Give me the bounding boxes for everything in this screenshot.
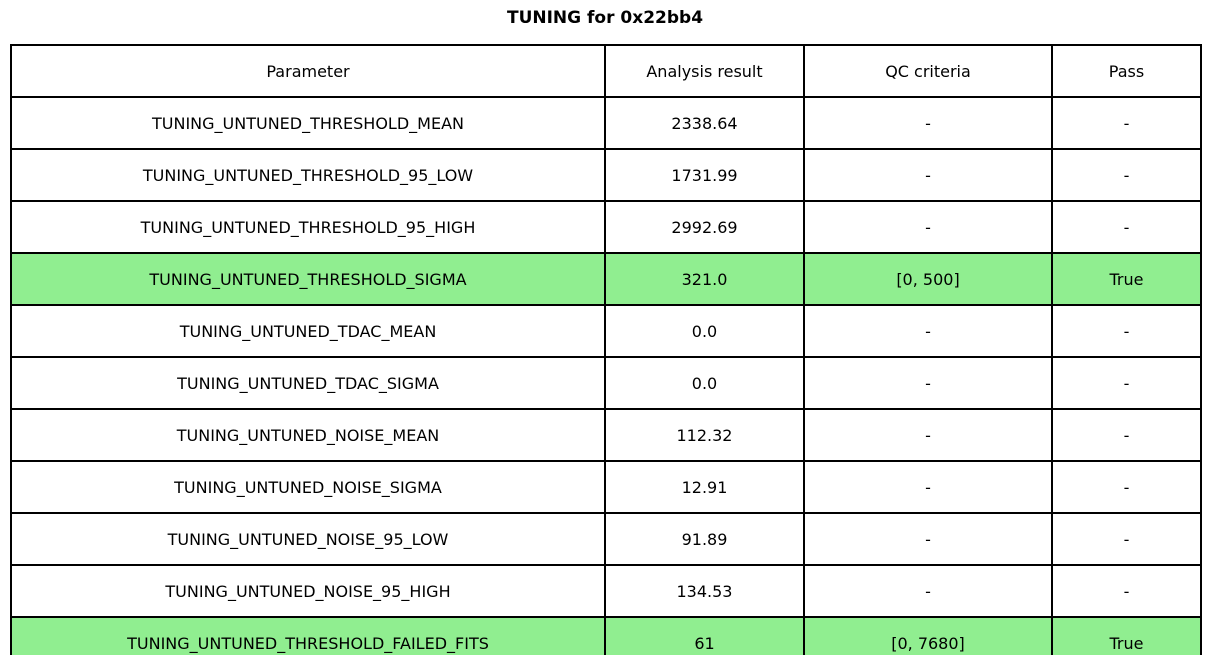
cell-qc-criteria: - bbox=[803, 512, 1053, 566]
cell-analysis-result: 12.91 bbox=[604, 460, 805, 514]
cell-parameter: TUNING_UNTUNED_TDAC_SIGMA bbox=[10, 356, 606, 410]
cell-pass: - bbox=[1051, 200, 1202, 254]
cell-parameter: TUNING_UNTUNED_NOISE_95_HIGH bbox=[10, 564, 606, 618]
cell-qc-criteria: - bbox=[803, 564, 1053, 618]
table-row: TUNING_UNTUNED_THRESHOLD_95_LOW 1731.99- - bbox=[10, 148, 1202, 202]
cell-parameter: TUNING_UNTUNED_THRESHOLD_95_LOW bbox=[10, 148, 606, 202]
cell-pass: - bbox=[1051, 564, 1202, 618]
cell-analysis-result: 0.0 bbox=[604, 304, 805, 358]
cell-analysis-result: 134.53 bbox=[604, 564, 805, 618]
cell-analysis-result: 321.0 bbox=[604, 252, 805, 306]
cell-pass: True bbox=[1051, 616, 1202, 655]
table-row: TUNING_UNTUNED_THRESHOLD_95_HIGH 2992.69-… bbox=[10, 200, 1202, 254]
table-row: TUNING_UNTUNED_THRESHOLD_MEAN 2338.64- - bbox=[10, 96, 1202, 150]
col-header-analysis-result: Analysis result bbox=[604, 44, 805, 98]
cell-pass: - bbox=[1051, 148, 1202, 202]
col-header-parameter: Parameter bbox=[10, 44, 606, 98]
table-row: TUNING_UNTUNED_TDAC_SIGMA 0.0- - bbox=[10, 356, 1202, 410]
cell-qc-criteria: - bbox=[803, 408, 1053, 462]
cell-parameter: TUNING_UNTUNED_THRESHOLD_SIGMA bbox=[10, 252, 606, 306]
col-header-pass: Pass bbox=[1051, 44, 1202, 98]
cell-qc-criteria: - bbox=[803, 200, 1053, 254]
cell-analysis-result: 2992.69 bbox=[604, 200, 805, 254]
cell-pass: - bbox=[1051, 460, 1202, 514]
table-row: TUNING_UNTUNED_THRESHOLD_SIGMA 321.0 [0, 5… bbox=[10, 252, 1202, 306]
cell-qc-criteria: [0, 500] bbox=[803, 252, 1053, 306]
cell-qc-criteria: - bbox=[803, 460, 1053, 514]
table-row: TUNING_UNTUNED_NOISE_MEAN 112.32- - bbox=[10, 408, 1202, 462]
table-row: TUNING_UNTUNED_TDAC_MEAN 0.0- - bbox=[10, 304, 1202, 358]
table-row: TUNING_UNTUNED_NOISE_95_HIGH 134.53- - bbox=[10, 564, 1202, 618]
table-header-row: Parameter Analysis result QC criteria Pa… bbox=[10, 44, 1202, 98]
cell-qc-criteria: [0, 7680] bbox=[803, 616, 1053, 655]
cell-pass: - bbox=[1051, 304, 1202, 358]
cell-analysis-result: 1731.99 bbox=[604, 148, 805, 202]
cell-parameter: TUNING_UNTUNED_NOISE_95_LOW bbox=[10, 512, 606, 566]
table-body: TUNING_UNTUNED_THRESHOLD_MEAN 2338.64- - TU… bbox=[10, 96, 1202, 655]
table-row: TUNING_UNTUNED_THRESHOLD_FAILED_FITS 61 [0… bbox=[10, 616, 1202, 655]
cell-pass: - bbox=[1051, 408, 1202, 462]
table-row: TUNING_UNTUNED_NOISE_SIGMA 12.91- - bbox=[10, 460, 1202, 514]
page-title: TUNING for 0x22bb4 bbox=[506, 8, 704, 28]
cell-qc-criteria: - bbox=[803, 356, 1053, 410]
cell-parameter: TUNING_UNTUNED_THRESHOLD_MEAN bbox=[10, 96, 606, 150]
cell-qc-criteria: - bbox=[803, 96, 1053, 150]
cell-parameter: TUNING_UNTUNED_NOISE_SIGMA bbox=[10, 460, 606, 514]
cell-pass: - bbox=[1051, 512, 1202, 566]
cell-analysis-result: 91.89 bbox=[604, 512, 805, 566]
cell-parameter: TUNING_UNTUNED_TDAC_MEAN bbox=[10, 304, 606, 358]
col-header-qc-criteria: QC criteria bbox=[803, 44, 1053, 98]
cell-analysis-result: 112.32 bbox=[604, 408, 805, 462]
cell-pass: - bbox=[1051, 96, 1202, 150]
cell-parameter: TUNING_UNTUNED_THRESHOLD_FAILED_FITS bbox=[10, 616, 606, 655]
table-row: TUNING_UNTUNED_NOISE_95_LOW 91.89- - bbox=[10, 512, 1202, 566]
cell-parameter: TUNING_UNTUNED_NOISE_MEAN bbox=[10, 408, 606, 462]
qc-table: Parameter Analysis result QC criteria Pa… bbox=[10, 44, 1202, 655]
cell-parameter: TUNING_UNTUNED_THRESHOLD_95_HIGH bbox=[10, 200, 606, 254]
cell-qc-criteria: - bbox=[803, 304, 1053, 358]
cell-analysis-result: 61 bbox=[604, 616, 805, 655]
cell-qc-criteria: - bbox=[803, 148, 1053, 202]
cell-analysis-result: 0.0 bbox=[604, 356, 805, 410]
cell-analysis-result: 2338.64 bbox=[604, 96, 805, 150]
cell-pass: True bbox=[1051, 252, 1202, 306]
cell-pass: - bbox=[1051, 356, 1202, 410]
